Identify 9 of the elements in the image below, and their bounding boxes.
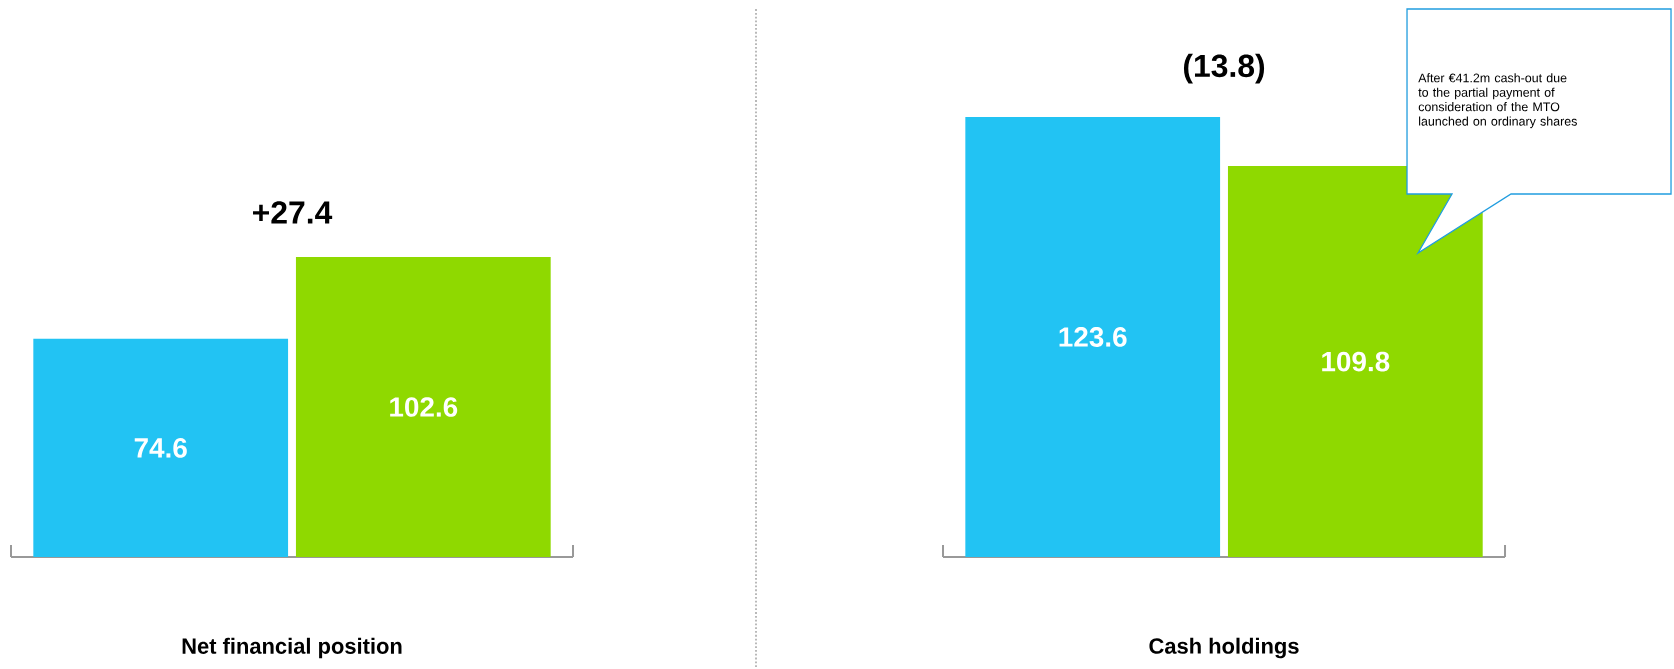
data-label: 102.6 [390,397,458,417]
x-axis-title: Net financial position [182,637,402,659]
annotation: After €41.2m cash-out due to the partial payment of consideration of the MTO launched on ordinary shares [1418,73,1577,129]
text: +27.4 [253,201,333,224]
x-axis-title: Cash holdings [1149,637,1299,659]
data-label: 123.6 [1059,327,1127,347]
data-label: 109.8 [1322,351,1390,372]
data-label: 74.6 [134,438,187,458]
text: (13.8) [1183,53,1265,84]
